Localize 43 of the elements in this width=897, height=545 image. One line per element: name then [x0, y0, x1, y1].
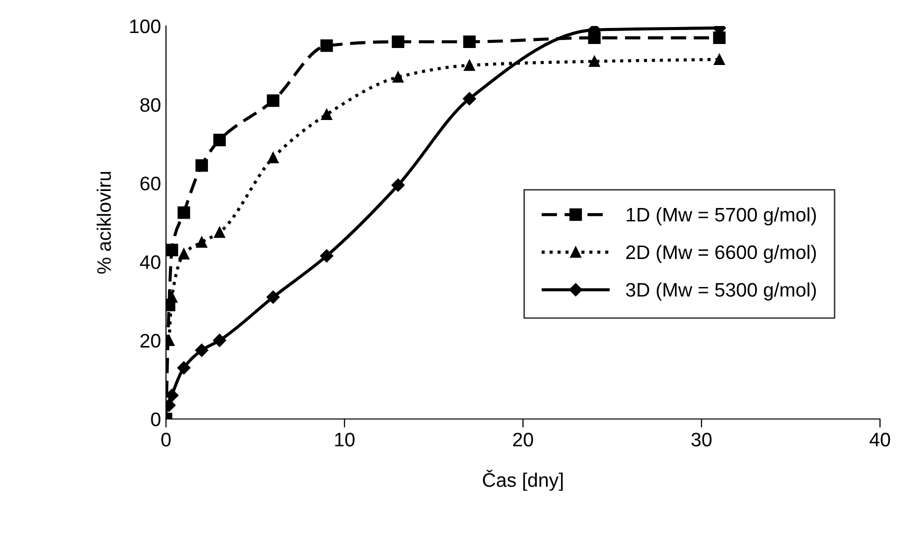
point	[178, 248, 190, 260]
y-tick-label: 100	[130, 19, 160, 34]
legend-label: 1D (Mw = 5700 g/mol)	[626, 207, 816, 226]
point	[212, 334, 226, 347]
point	[320, 39, 333, 52]
point	[463, 35, 476, 48]
legend-label: 2D (Mw = 6600 g/mol)	[626, 244, 816, 264]
point	[268, 152, 279, 164]
legend-label: 3D (Mw = 5300 g/mol)	[626, 282, 816, 301]
x-tick-label: 20	[513, 432, 534, 446]
point	[166, 292, 178, 303]
point	[178, 206, 190, 219]
point	[213, 134, 226, 146]
point	[166, 244, 178, 256]
point	[320, 249, 334, 262]
point	[391, 178, 405, 192]
point	[588, 56, 600, 67]
y-tick-label: 60	[140, 176, 160, 190]
point	[713, 32, 726, 44]
point	[714, 54, 725, 65]
point	[266, 94, 280, 107]
y-tick-label: 20	[140, 334, 160, 348]
point	[392, 35, 404, 48]
point	[166, 388, 178, 402]
x-axis-title: Čas [dny]	[482, 470, 563, 491]
y-tick-label: 80	[140, 98, 160, 112]
point	[321, 108, 332, 120]
point	[195, 159, 208, 172]
point	[177, 361, 190, 374]
y-axis-title: % acikloviru	[96, 172, 111, 274]
point	[214, 226, 226, 238]
x-tick-label: 0	[161, 432, 171, 446]
point	[195, 344, 208, 357]
point	[464, 60, 476, 71]
point	[462, 92, 476, 106]
x-tick-label: 10	[335, 432, 355, 446]
point	[196, 236, 208, 248]
y-tick-label: 0	[151, 412, 160, 426]
x-tick-label: 40	[870, 432, 890, 446]
point	[392, 72, 404, 83]
x-tick-label: 30	[691, 432, 712, 446]
point	[266, 290, 280, 304]
y-tick-label: 40	[140, 255, 160, 270]
